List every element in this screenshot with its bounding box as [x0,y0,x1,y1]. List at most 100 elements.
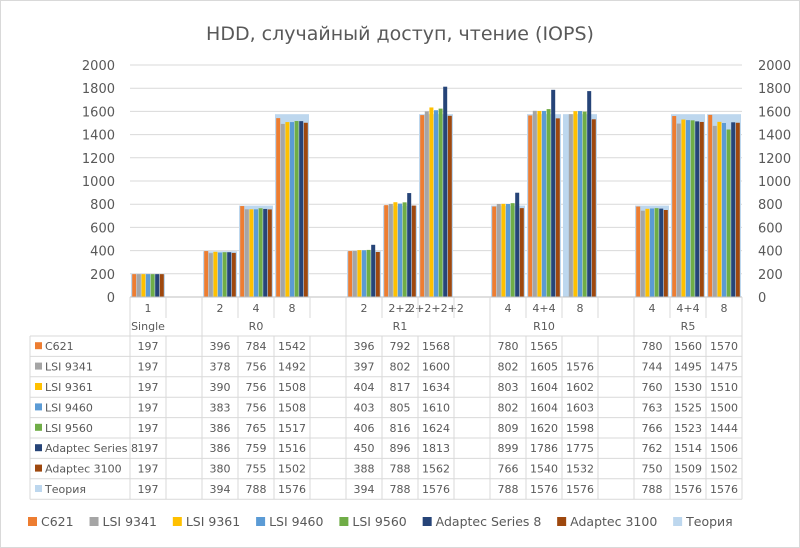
legend-key-icon [35,362,42,370]
y-tick-left: 200 [90,268,115,283]
table-cell: 763 [642,401,663,414]
table-cell: 197 [138,442,159,455]
table-cell: 1510 [710,381,738,394]
group-label: R10 [533,320,555,333]
table-cell: 404 [354,381,375,394]
table-cell: 1500 [710,401,738,414]
category-label: 8 [289,302,296,315]
bar-lsi-9460 [146,274,150,297]
bar-lsi-9361 [249,209,254,297]
y-tick-right: 1800 [758,82,791,97]
table-cell: 1604 [530,381,558,394]
bar-adaptec-series-8 [695,121,700,297]
category-label: 2 [361,302,368,315]
table-cell: 1576 [710,483,738,496]
category-label: 4 [253,302,260,315]
table-cell: 817 [390,381,411,394]
bar-lsi-9361 [573,111,578,297]
group-label: R1 [393,320,408,333]
table-cell: 386 [210,442,231,455]
bar-lsi-9341 [136,274,141,297]
table-cell: 197 [138,361,159,374]
group-label: R0 [249,320,264,333]
table-cell: 1562 [422,463,450,476]
row-label: LSI 9460 [45,401,93,414]
table-cell: 1444 [710,422,738,435]
table-cell: 1514 [674,442,702,455]
table-cell: 1560 [674,340,702,353]
bar-c621 [384,205,389,297]
table-cell: 197 [138,463,159,476]
bar-adaptec-series-8 [371,244,376,297]
bar-lsi-9361 [141,274,146,297]
table-cell: 805 [390,401,411,414]
table-cell: 1603 [566,401,594,414]
bar-adaptec-3100 [411,205,416,297]
legend-swatch-icon [673,517,683,526]
bar-lsi-9361 [681,119,686,298]
table-cell: 1568 [422,340,450,353]
bar-lsi-9560 [546,109,551,297]
row-label: LSI 9361 [45,381,93,394]
y-tick-right: 0 [758,291,766,306]
table-cell: 1598 [566,422,594,435]
bar-lsi-9361 [537,110,542,297]
table-cell: 1542 [278,340,306,353]
bar-lsi-9460 [434,110,438,298]
bar-lsi-9560 [654,208,659,297]
bar-adaptec-3100 [735,122,740,297]
bar-c621 [276,118,281,298]
legend-key-icon [35,383,42,390]
table-cell: 784 [246,340,267,353]
table-cell: 397 [354,361,375,374]
y-tick-left: 1400 [82,129,115,144]
table-cell: 756 [246,361,267,374]
row-label: LSI 9560 [45,422,93,435]
legend-entry: Adaptec Series 8 [436,514,542,529]
bar-adaptec-3100 [447,115,452,297]
bar-c621 [636,206,641,297]
bar-adaptec-3100 [231,252,236,297]
table-cell: 1517 [278,422,306,435]
y-tick-left: 1800 [82,82,115,97]
bar-c621 [348,251,353,297]
table-cell: 1620 [530,422,558,435]
bar-lsi-9460 [398,203,402,297]
table-cell: 1532 [566,463,594,476]
legend-swatch-icon [172,517,182,526]
table-cell: 390 [210,381,231,394]
table-cell: 788 [246,483,267,496]
bar-lsi-9361 [501,203,506,297]
table-cell: 1525 [674,401,702,414]
table-cell: 1786 [530,442,558,455]
bar-lsi-9341 [712,125,717,298]
category-label: 2+2+2+2 [408,302,464,315]
table-cell: 1502 [278,463,306,476]
bar-adaptec-3100 [519,208,524,297]
bar-lsi-9560 [726,129,731,297]
legend-entry: LSI 9361 [186,514,240,529]
category-label: 2 [217,302,224,315]
y-tick-left: 600 [90,221,115,236]
bar-lsi-9560 [366,249,371,297]
legend-key-icon [35,403,42,411]
row-label: LSI 9341 [45,361,93,374]
bar-lsi-9560 [294,121,299,297]
table-cell: 1570 [710,340,738,353]
bar-adaptec-series-8 [407,193,412,297]
bar-lsi-9361 [213,251,218,297]
table-cell: 1602 [566,381,594,394]
legend-key-icon [35,464,42,472]
bar-adaptec-series-8 [551,89,556,297]
table-cell: 816 [390,422,411,435]
bar-c621 [132,274,137,297]
bar-lsi-9560 [402,202,407,297]
bar-adaptec-3100 [591,119,596,298]
table-cell: 1523 [674,422,702,435]
row-label: Adaptec Series 8 [45,442,138,455]
legend-entry: C621 [41,514,74,529]
y-tick-left: 1200 [82,152,115,167]
bar-lsi-9560 [510,203,515,297]
bar-lsi-9341 [640,210,645,297]
